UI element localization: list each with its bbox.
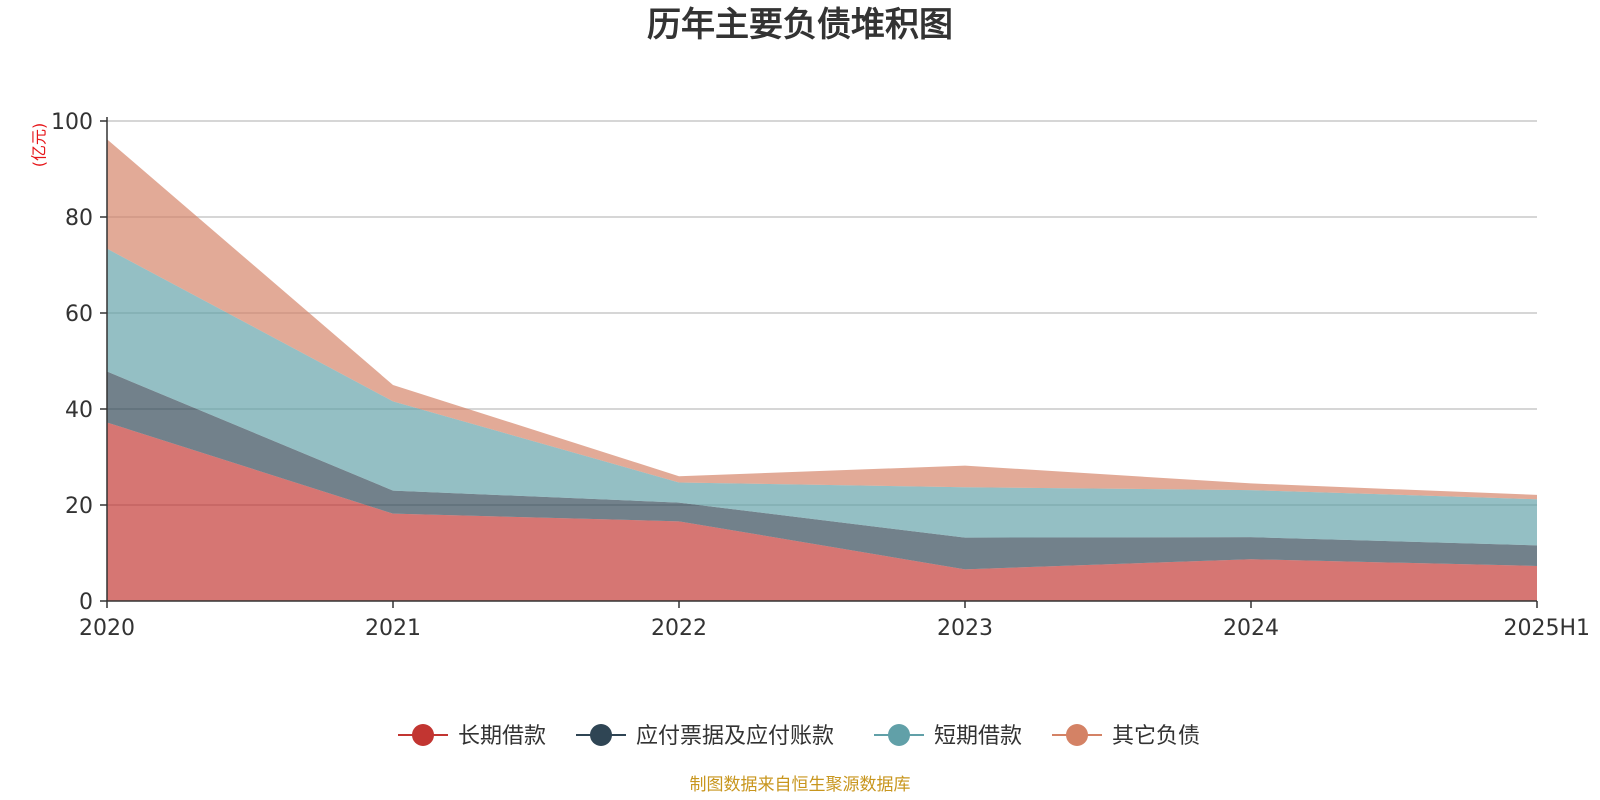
chart-title: 历年主要负债堆积图 [647,5,953,45]
x-tick-label: 2020 [79,616,135,641]
legend: 长期借款 应付票据及应付账款 短期借款 其它负债 [398,724,1200,749]
legend-label: 应付票据及应付账款 [636,724,834,749]
legend-circle-marker [888,724,910,746]
source-note: 制图数据来自恒生聚源数据库 [690,775,911,795]
legend-item-3[interactable]: 短期借款 [874,724,1022,749]
y-tick-label: 60 [65,302,93,327]
legend-circle-marker [1066,724,1088,746]
legend-circle-marker [590,724,612,746]
area-series-4 [107,139,1537,500]
y-axis-unit-label: (亿元) [30,123,49,168]
area-series-3 [107,248,1537,546]
x-tick-label: 2021 [365,616,421,641]
y-tick-label: 100 [51,110,93,135]
x-tick-label: 2025H1 [1503,616,1590,641]
legend-item-4[interactable]: 其它负债 [1052,724,1200,749]
legend-label: 其它负债 [1112,724,1200,749]
y-tick-label: 0 [79,590,93,615]
legend-item-2[interactable]: 应付票据及应付账款 [576,724,834,749]
x-tick-label: 2022 [651,616,707,641]
y-axis-ticks: 0 20 40 60 80 100 [51,110,107,615]
x-axis-ticks: 2020 2021 2022 2023 2024 2025H1 [79,601,1590,641]
legend-circle-marker [412,724,434,746]
x-tick-label: 2024 [1223,616,1279,641]
area-series-1 [107,422,1537,601]
area-series-group [107,139,1537,601]
y-tick-label: 40 [65,398,93,423]
legend-item-1[interactable]: 长期借款 [398,724,546,749]
legend-label: 短期借款 [934,724,1022,749]
area-series-2 [107,371,1537,570]
legend-label: 长期借款 [458,724,546,749]
axes [106,117,1537,602]
y-tick-label: 20 [65,494,93,519]
x-tick-label: 2023 [937,616,993,641]
y-tick-label: 80 [65,206,93,231]
